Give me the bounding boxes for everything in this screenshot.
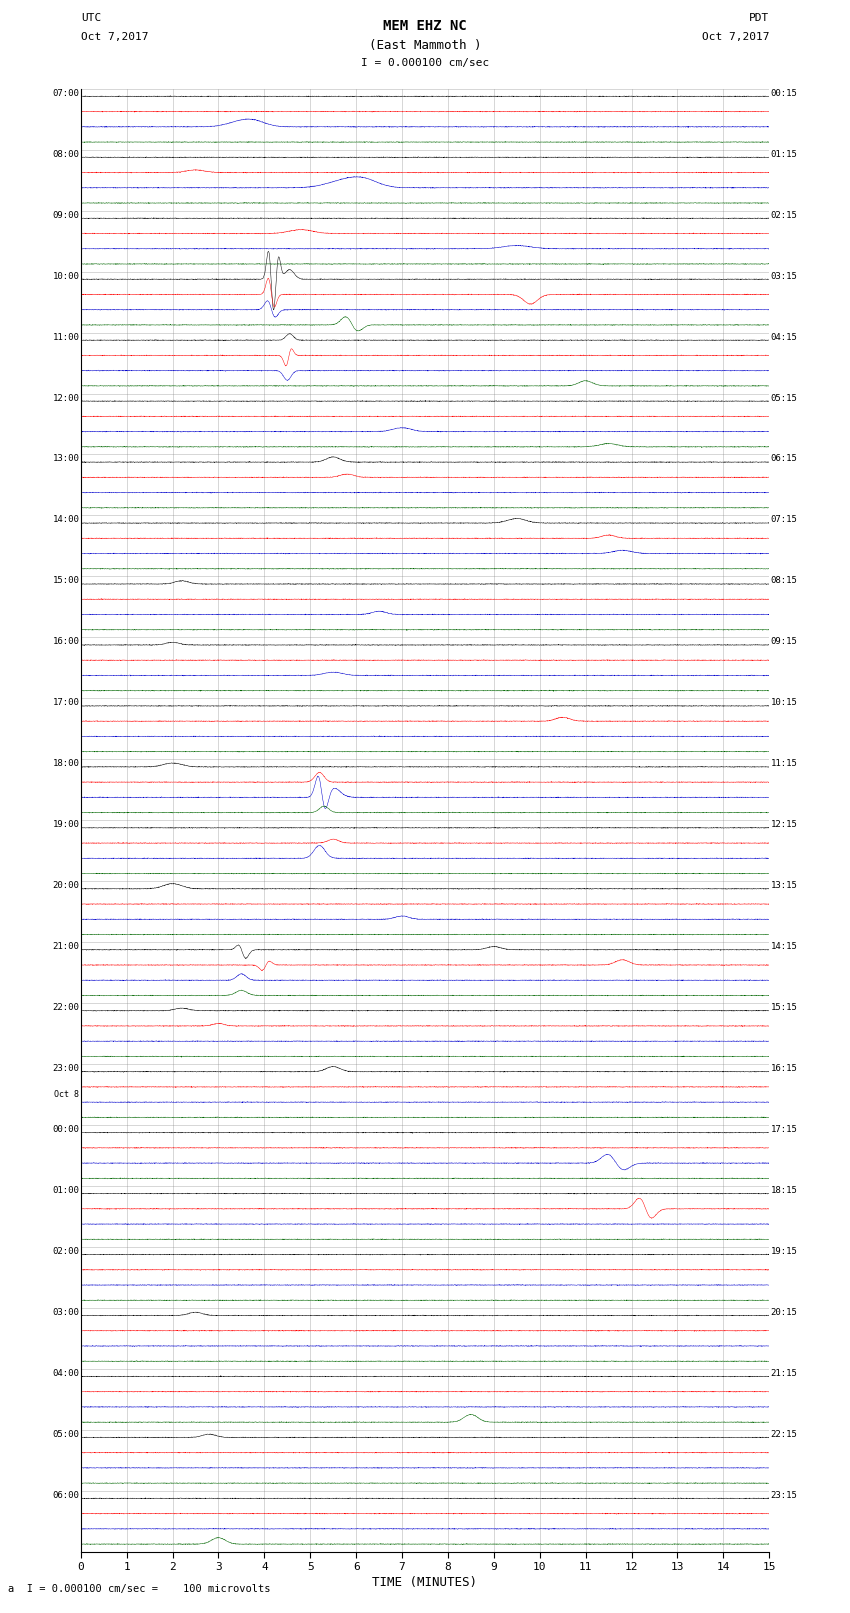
Text: 19:00: 19:00 xyxy=(53,821,79,829)
Text: 13:15: 13:15 xyxy=(771,881,797,890)
Text: 22:00: 22:00 xyxy=(53,1003,79,1011)
Text: 05:00: 05:00 xyxy=(53,1429,79,1439)
Text: 22:15: 22:15 xyxy=(771,1429,797,1439)
Text: 15:15: 15:15 xyxy=(771,1003,797,1011)
Text: 14:00: 14:00 xyxy=(53,516,79,524)
Text: 14:15: 14:15 xyxy=(771,942,797,952)
Text: 09:15: 09:15 xyxy=(771,637,797,647)
Text: 09:00: 09:00 xyxy=(53,211,79,219)
Text: 04:00: 04:00 xyxy=(53,1369,79,1378)
Text: 20:00: 20:00 xyxy=(53,881,79,890)
Text: Oct 7,2017: Oct 7,2017 xyxy=(81,32,148,42)
Text: Oct 8: Oct 8 xyxy=(54,1090,79,1098)
Text: 10:00: 10:00 xyxy=(53,271,79,281)
Text: 16:15: 16:15 xyxy=(771,1065,797,1073)
Text: 19:15: 19:15 xyxy=(771,1247,797,1257)
Text: 21:15: 21:15 xyxy=(771,1369,797,1378)
Text: 00:00: 00:00 xyxy=(53,1124,79,1134)
Text: 23:15: 23:15 xyxy=(771,1490,797,1500)
Text: 03:00: 03:00 xyxy=(53,1308,79,1316)
Text: 02:00: 02:00 xyxy=(53,1247,79,1257)
Text: 20:15: 20:15 xyxy=(771,1308,797,1316)
Text: 21:00: 21:00 xyxy=(53,942,79,952)
Text: 05:15: 05:15 xyxy=(771,394,797,403)
Text: 01:15: 01:15 xyxy=(771,150,797,158)
Text: 03:15: 03:15 xyxy=(771,271,797,281)
Text: 04:15: 04:15 xyxy=(771,332,797,342)
X-axis label: TIME (MINUTES): TIME (MINUTES) xyxy=(372,1576,478,1589)
Text: 11:15: 11:15 xyxy=(771,760,797,768)
Text: 15:00: 15:00 xyxy=(53,576,79,586)
Text: UTC: UTC xyxy=(81,13,101,23)
Text: 08:00: 08:00 xyxy=(53,150,79,158)
Text: 18:00: 18:00 xyxy=(53,760,79,768)
Text: 16:00: 16:00 xyxy=(53,637,79,647)
Text: 06:15: 06:15 xyxy=(771,455,797,463)
Text: 07:00: 07:00 xyxy=(53,89,79,98)
Text: 07:15: 07:15 xyxy=(771,516,797,524)
Text: 13:00: 13:00 xyxy=(53,455,79,463)
Text: Oct 7,2017: Oct 7,2017 xyxy=(702,32,769,42)
Text: 12:00: 12:00 xyxy=(53,394,79,403)
Text: I = 0.000100 cm/sec: I = 0.000100 cm/sec xyxy=(361,58,489,68)
Text: 23:00: 23:00 xyxy=(53,1065,79,1073)
Text: MEM EHZ NC: MEM EHZ NC xyxy=(383,19,467,34)
Text: 18:15: 18:15 xyxy=(771,1186,797,1195)
Text: 10:15: 10:15 xyxy=(771,698,797,706)
Text: 06:00: 06:00 xyxy=(53,1490,79,1500)
Text: 11:00: 11:00 xyxy=(53,332,79,342)
Text: 01:00: 01:00 xyxy=(53,1186,79,1195)
Text: PDT: PDT xyxy=(749,13,769,23)
Text: 17:00: 17:00 xyxy=(53,698,79,706)
Text: (East Mammoth ): (East Mammoth ) xyxy=(369,39,481,52)
Text: a  I = 0.000100 cm/sec =    100 microvolts: a I = 0.000100 cm/sec = 100 microvolts xyxy=(8,1584,271,1594)
Text: 02:15: 02:15 xyxy=(771,211,797,219)
Text: 17:15: 17:15 xyxy=(771,1124,797,1134)
Text: 12:15: 12:15 xyxy=(771,821,797,829)
Text: 08:15: 08:15 xyxy=(771,576,797,586)
Text: 00:15: 00:15 xyxy=(771,89,797,98)
